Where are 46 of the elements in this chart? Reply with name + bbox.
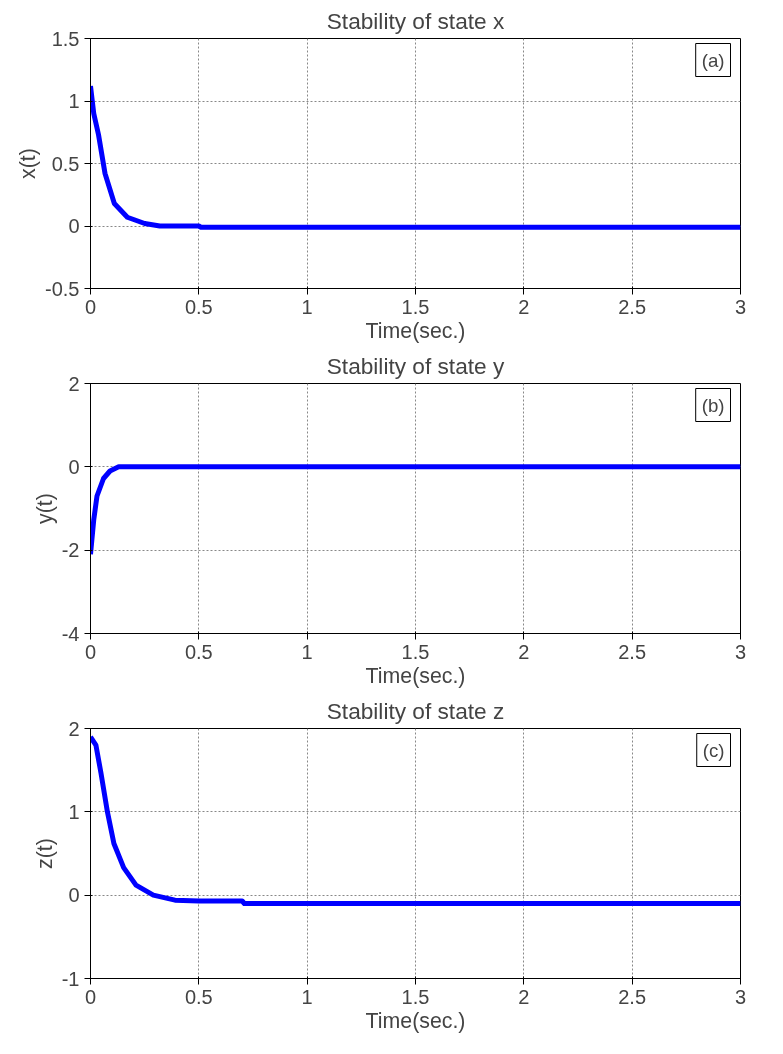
x-tick-label: 3 [734, 295, 747, 318]
x-tick-label: 2 [518, 295, 530, 318]
x-tick-label: 3 [734, 640, 747, 663]
x-tick-label: 0 [84, 295, 97, 318]
x-tick-label: 1.5 [401, 985, 430, 1008]
x-axis-title: Time(sec.) [365, 1008, 466, 1033]
x-tick-label: 2.5 [618, 640, 647, 663]
annotation: (a) [701, 49, 725, 71]
x-tick-label: 0.5 [184, 985, 213, 1008]
x-tick-label: 2.5 [618, 295, 647, 318]
x-tick-label: 2.5 [618, 985, 647, 1008]
x-tick-label: 1 [301, 985, 313, 1008]
y-tick-label: 2 [68, 717, 80, 740]
x-tick-label: 1.5 [401, 295, 430, 318]
chart-title: Stability of state z [326, 697, 505, 724]
y-tick-label: 0.5 [51, 152, 80, 175]
y-tick-label: 0 [68, 884, 80, 907]
y-tick-label: 0 [68, 455, 80, 478]
y-tick-label: -4 [61, 622, 80, 645]
y-axis-title: y(t) [32, 493, 57, 524]
x-axis-title: Time(sec.) [365, 318, 466, 343]
y-tick-label: -1 [61, 967, 80, 990]
x-tick-label: 1 [301, 640, 313, 663]
x-tick-label: 1 [301, 295, 313, 318]
annotation: (c) [702, 739, 725, 761]
x-tick-label: 2 [518, 985, 530, 1008]
y-axis-title: x(t) [16, 148, 41, 179]
y-axis-title: z(t) [32, 838, 57, 869]
y-tick-label: 1.5 [51, 27, 80, 50]
x-tick-label: 3 [734, 985, 747, 1008]
y-tick-label: 1 [68, 800, 80, 823]
y-tick-label: 0 [68, 215, 80, 237]
x-tick-label: 0 [84, 640, 97, 663]
annotation: (b) [701, 394, 725, 416]
y-tick-label: -0.5 [45, 277, 80, 300]
chart-title: Stability of state x [326, 7, 505, 34]
y-tick-label: -2 [61, 539, 80, 562]
x-axis-title: Time(sec.) [365, 663, 466, 688]
y-tick-label: 2 [68, 372, 80, 395]
x-tick-label: 0.5 [184, 640, 213, 663]
chart-title: Stability of state y [326, 352, 505, 379]
y-tick-label: 1 [68, 90, 80, 112]
x-tick-label: 0 [84, 985, 97, 1008]
x-tick-label: 0.5 [184, 295, 213, 318]
x-tick-label: 2 [518, 640, 530, 663]
x-tick-label: 1.5 [401, 640, 430, 663]
